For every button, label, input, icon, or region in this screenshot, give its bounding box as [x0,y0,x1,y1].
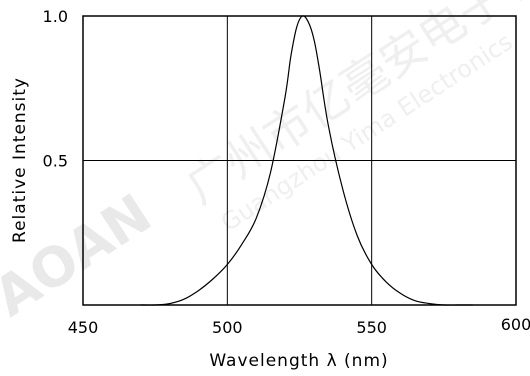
y-axis-title: Relative Intensity [10,77,30,243]
x-tick-label-500: 500 [212,318,243,337]
series-line-relative-intensity [140,15,473,306]
x-tick-label-550: 550 [356,318,387,337]
y-tick-label-1.0: 1.0 [43,7,68,26]
y-tick-label-0.5: 0.5 [43,152,68,171]
watermark-company-cn: 广州市亿毫安电子有限 [177,0,530,214]
x-tick-label-450: 450 [68,318,99,337]
x-axis-title: Wavelength λ (nm) [209,351,388,371]
x-tick-label-600: 600 [501,315,530,334]
plot-area-frame [82,15,517,306]
x-axis-ticks: 450 500 550 600 [68,315,530,337]
watermark: AOAN 广州市亿毫安电子有限 Guangzhou Yima Electroni… [0,0,530,329]
y-axis-ticks: 0.5 1.0 [43,7,68,171]
grid-lines [83,16,516,305]
